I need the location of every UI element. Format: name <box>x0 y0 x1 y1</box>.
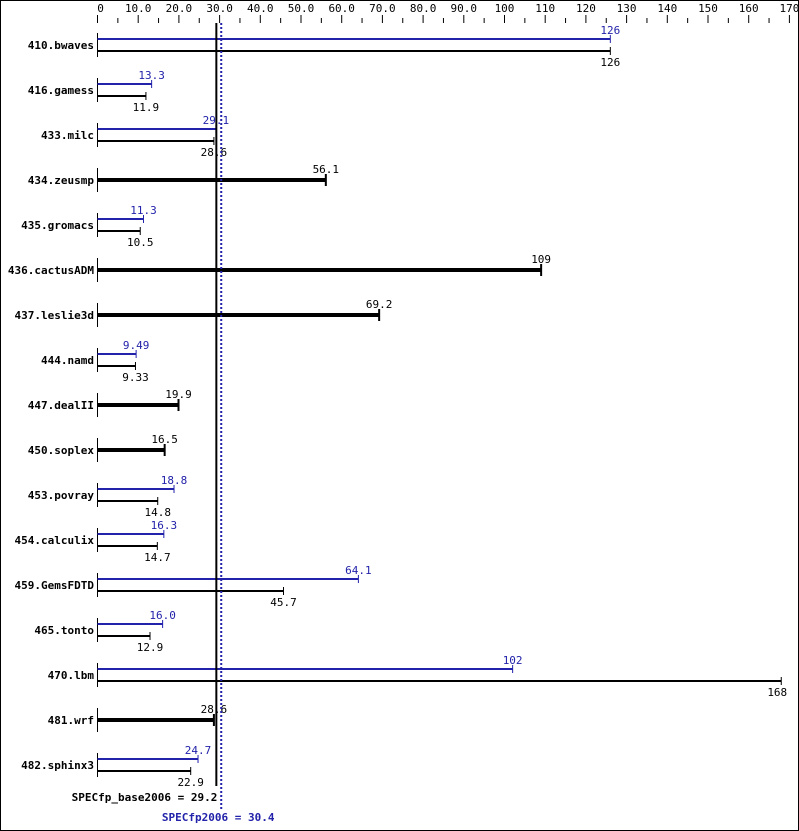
benchmark-label: 410.bwaves <box>28 39 94 52</box>
bar-base-peak <box>97 448 165 452</box>
bar-base-label: 11.9 <box>133 101 160 114</box>
bar-base-peak <box>97 268 542 272</box>
bar-base-peak <box>97 403 179 407</box>
benchmark-label: 465.tonto <box>34 624 94 637</box>
bar-base <box>97 635 151 637</box>
axis-tick-label: 150 <box>698 2 718 15</box>
bar-base-label: 10.5 <box>127 236 154 249</box>
bar-value-label: 19.9 <box>165 388 192 401</box>
benchmark-label: 436.cactusADM <box>8 264 94 277</box>
axis-tick-label: 80.0 <box>410 2 437 15</box>
bar-peak <box>97 218 144 220</box>
axis-tick-label: 50.0 <box>288 2 315 15</box>
axis-tick-label: 110 <box>535 2 555 15</box>
bar-peak <box>97 353 137 355</box>
axis-tick-label: 0 <box>97 2 104 15</box>
benchmark-label: 450.soplex <box>28 444 95 457</box>
axis-tick-label: 130 <box>617 2 637 15</box>
bar-base <box>97 365 136 367</box>
bar-value-label: 69.2 <box>366 298 393 311</box>
bar-peak-label: 126 <box>600 24 620 37</box>
bar-base <box>97 140 214 142</box>
axis-tick-label: 40.0 <box>247 2 274 15</box>
bar-base-label: 45.7 <box>270 596 297 609</box>
bar-peak-label: 64.1 <box>345 564 372 577</box>
bar-base-peak <box>97 178 326 182</box>
axis-tick-label: 160 <box>739 2 759 15</box>
bar-base-label: 9.33 <box>122 371 149 384</box>
bar-peak-label: 16.3 <box>151 519 178 532</box>
bar-peak-label: 24.7 <box>185 744 212 757</box>
bar-peak <box>97 128 216 130</box>
axis-tick-label: 90.0 <box>451 2 478 15</box>
bar-value-label: 16.5 <box>151 433 178 446</box>
bar-peak <box>97 758 199 760</box>
bar-value-label: 28.6 <box>201 703 228 716</box>
bar-base <box>97 590 284 592</box>
axis-tick-label: 140 <box>657 2 677 15</box>
bar-peak-label: 13.3 <box>138 69 165 82</box>
bar-peak-label: 18.8 <box>161 474 188 487</box>
benchmark-label: 459.GemsFDTD <box>15 579 95 592</box>
benchmark-label: 437.leslie3d <box>15 309 94 322</box>
benchmark-label: 433.milc <box>41 129 94 142</box>
bar-value-label: 109 <box>531 253 551 266</box>
benchmark-label: 434.zeusmp <box>28 174 95 187</box>
bar-base-label: 126 <box>600 56 620 69</box>
bar-base-label: 28.6 <box>201 146 228 159</box>
bar-base <box>97 500 158 502</box>
axis-tick-label: 30.0 <box>206 2 233 15</box>
bar-base <box>97 545 158 547</box>
benchmark-label: 416.gamess <box>28 84 94 97</box>
bar-base <box>97 50 611 52</box>
axis-tick-label: 20.0 <box>166 2 193 15</box>
bar-peak <box>97 83 152 85</box>
benchmark-label: 453.povray <box>28 489 95 502</box>
benchmark-label: 447.dealII <box>28 399 94 412</box>
benchmark-label: 470.lbm <box>48 669 95 682</box>
axis-tick-label: 60.0 <box>328 2 355 15</box>
axis-tick-label: 100 <box>495 2 515 15</box>
bar-peak <box>97 623 163 625</box>
bar-base-label: 12.9 <box>137 641 164 654</box>
bar-peak <box>97 488 175 490</box>
bar-base-label: 14.7 <box>144 551 171 564</box>
bar-base-peak <box>97 718 214 722</box>
bar-base-label: 22.9 <box>177 776 204 789</box>
bar-base <box>97 230 141 232</box>
bar-peak-label: 102 <box>503 654 523 667</box>
bar-base-label: 168 <box>767 686 787 699</box>
bar-peak <box>97 533 164 535</box>
axis-tick-label: 170 <box>779 2 798 15</box>
benchmark-label: 444.namd <box>41 354 94 367</box>
bar-base-label: 14.8 <box>144 506 171 519</box>
benchmark-label: 435.gromacs <box>21 219 94 232</box>
peak-reference-label: SPECfp2006 = 30.4 <box>162 811 275 824</box>
benchmark-label: 454.calculix <box>15 534 95 547</box>
axis-tick-label: 10.0 <box>125 2 152 15</box>
benchmark-label: 481.wrf <box>48 714 94 727</box>
bar-base <box>97 95 146 97</box>
axis-tick-label: 70.0 <box>369 2 396 15</box>
bar-peak-label: 11.3 <box>130 204 157 217</box>
benchmark-label: 482.sphinx3 <box>21 759 94 772</box>
bar-peak-label: 9.49 <box>123 339 150 352</box>
bar-peak <box>97 668 513 670</box>
bar-base-peak <box>97 313 380 317</box>
base-reference-label: SPECfp_base2006 = 29.2 <box>72 791 218 804</box>
bar-base <box>97 680 782 682</box>
bar-peak-label: 16.0 <box>149 609 176 622</box>
bar-value-label: 56.1 <box>313 163 340 176</box>
axis-tick-label: 120 <box>576 2 596 15</box>
bar-peak <box>97 578 359 580</box>
bar-base <box>97 770 191 772</box>
bar-peak <box>97 38 611 40</box>
